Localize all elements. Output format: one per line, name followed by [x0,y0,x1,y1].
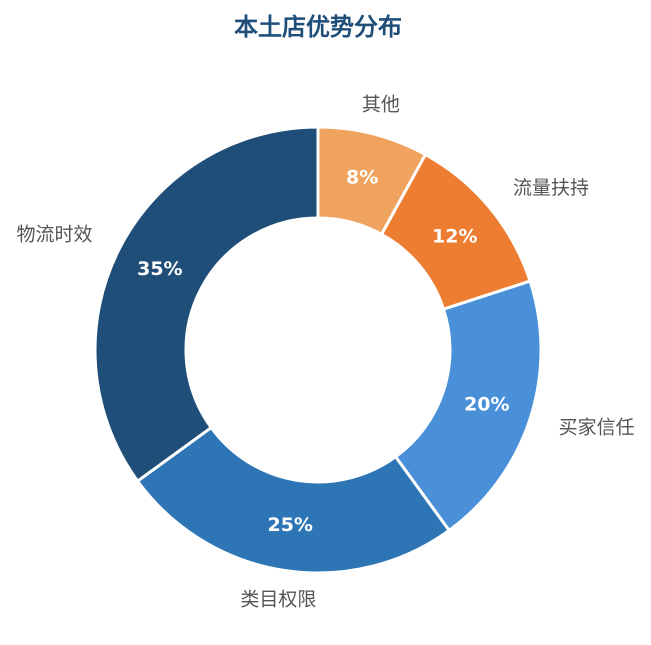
value-label: 20% [464,393,509,415]
chart-title: 本土店优势分布 [234,13,402,41]
category-label: 物流时效 [17,224,93,246]
donut-slice [393,279,543,533]
category-label: 流量扶持 [513,177,589,199]
category-label: 买家信任 [559,417,635,439]
category-label: 类目权限 [240,588,316,610]
value-label: 8% [346,167,378,189]
value-label: 35% [137,258,182,280]
category-label: 其他 [362,93,400,115]
donut-slice [93,125,320,484]
donut-slice [135,425,452,575]
value-label: 25% [267,514,312,536]
value-label: 12% [432,225,477,247]
